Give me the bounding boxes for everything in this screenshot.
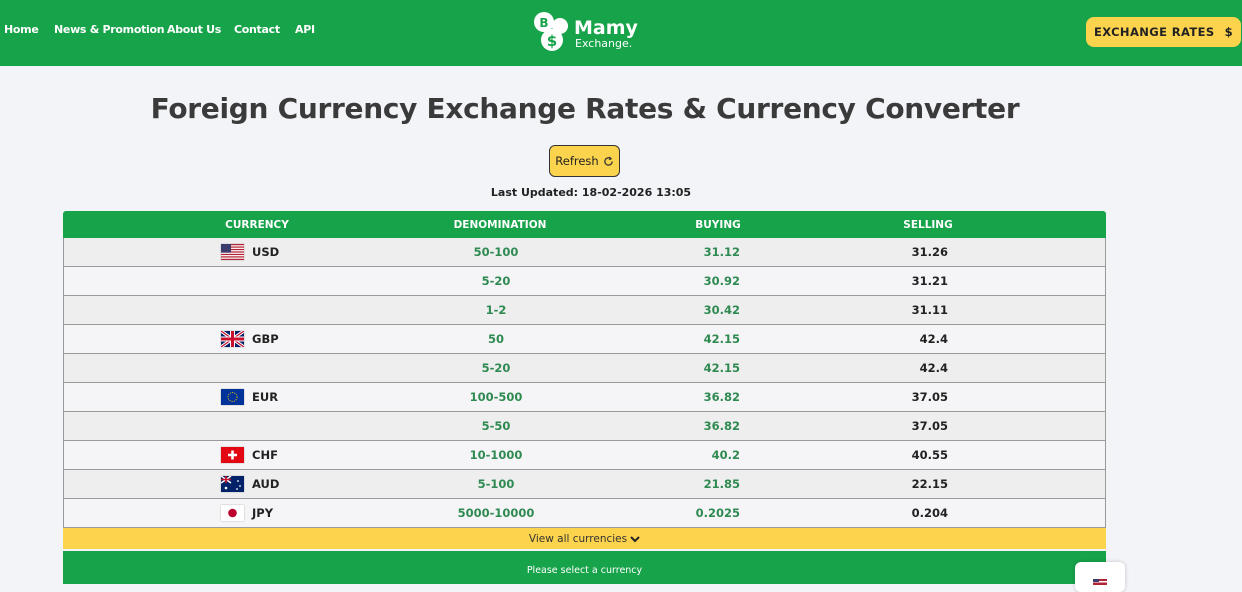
denomination: 100-500 (469, 390, 523, 404)
coin (534, 12, 554, 32)
buying-rate: 21.85 (703, 477, 740, 491)
denomination: 5-20 (481, 361, 511, 375)
selling-rate: 31.26 (911, 245, 948, 259)
flag-icon (221, 447, 244, 463)
nav-link[interactable]: Home (4, 23, 39, 36)
table-row: USD 50-100 31.12 31.26 (63, 238, 1106, 267)
table-row: CHF 10-1000 40.2 40.55 (63, 441, 1106, 470)
column-header: SELLING (903, 218, 953, 231)
table-row: AUD 5-100 21.85 22.15 (63, 470, 1106, 499)
coin-letter: B (539, 16, 548, 30)
denomination: 1-2 (485, 303, 507, 317)
selling-rate: 42.4 (919, 332, 948, 346)
selling-rate: 42.4 (919, 361, 948, 375)
flag-icon (221, 331, 244, 347)
currency-code: CHF (252, 448, 278, 462)
selling-rate: 37.05 (911, 419, 948, 433)
denomination: 5-20 (481, 274, 511, 288)
table-row: GBP 50 42.15 42.4 (63, 325, 1106, 354)
table-row: 5-20 42.15 42.4 (63, 354, 1106, 383)
buying-rate: 36.82 (703, 390, 740, 404)
currency-code: AUD (252, 477, 280, 491)
page-title: Foreign Currency Exchange Rates & Curren… (150, 92, 1020, 125)
table-row: JPY 5000-10000 0.2025 0.204 (63, 499, 1106, 528)
selling-rate: 22.15 (911, 477, 948, 491)
flag-icon (221, 244, 244, 260)
rates-table: CURRENCY DENOMINATION BUYING SELLING USD… (63, 211, 1106, 549)
buying-rate: 31.12 (703, 245, 740, 259)
coin-letter: $ (547, 32, 557, 50)
table-body: USD 50-100 31.12 31.26 5-20 30.92 31.21 1-2 30.4… (63, 238, 1106, 528)
buying-rate: 36.82 (703, 419, 740, 433)
denomination: 50-100 (473, 245, 519, 259)
denomination: 10-1000 (469, 448, 523, 462)
logo[interactable]: B $ Mamy Exchange. (532, 10, 642, 54)
buying-rate: 40.2 (711, 448, 740, 462)
currency-code: EUR (252, 390, 279, 404)
button-label: View all currencies (528, 532, 628, 545)
logo-name: Mamy (574, 17, 639, 39)
currency-code: GBP (252, 332, 279, 346)
button-label: EXCHANGE RATES (1093, 25, 1215, 39)
logo-tagline: Exchange. (575, 37, 632, 50)
currency-code: USD (252, 245, 280, 259)
selling-rate: 31.11 (911, 303, 948, 317)
selling-rate: 40.55 (911, 448, 948, 462)
nav-link[interactable]: Contact (234, 23, 280, 36)
flag-icon (221, 389, 244, 405)
coin (541, 29, 563, 51)
last-updated: Last Updated: 18-02-2026 13:05 (490, 186, 692, 199)
column-header: CURRENCY (225, 218, 289, 231)
column-header: DENOMINATION (453, 218, 547, 231)
buying-rate: 42.15 (703, 332, 740, 346)
button-icon: $ (1224, 25, 1234, 39)
currency-code: JPY (252, 506, 274, 520)
denomination: 5-50 (481, 419, 511, 433)
button-label: Refresh (555, 154, 599, 168)
table-row: 1-2 30.42 31.11 (63, 296, 1106, 325)
flag-icon (221, 476, 244, 492)
chevron-icon (630, 535, 640, 542)
view-all-button[interactable]: View all currencies (63, 528, 1106, 549)
converter-prompt: Please select a currency (526, 565, 643, 576)
nav-link[interactable]: About Us (167, 23, 221, 36)
table-row: 5-20 30.92 31.21 (63, 267, 1106, 296)
nav-link[interactable]: News & Promotion (54, 23, 165, 36)
denomination: 50 (487, 332, 505, 346)
flag-icon (221, 505, 244, 521)
selling-rate: 31.21 (911, 274, 948, 288)
flag-icon (1093, 579, 1107, 585)
table-header: CURRENCY DENOMINATION BUYING SELLING (63, 211, 1106, 238)
table-row: 5-50 36.82 37.05 (63, 412, 1106, 441)
buying-rate: 42.15 (703, 361, 740, 375)
buying-rate: 0.2025 (695, 506, 740, 520)
denomination: 5000-10000 (457, 506, 535, 520)
nav-link[interactable]: API (295, 23, 315, 36)
buying-rate: 30.92 (703, 274, 740, 288)
top-bar: Home News & Promotion About Us Contact A… (0, 0, 1242, 66)
table-row: EUR 100-500 36.82 37.05 (63, 383, 1106, 412)
refresh-button[interactable]: Refresh (549, 145, 620, 177)
denomination: 5-100 (477, 477, 515, 491)
selling-rate: 37.05 (911, 390, 948, 404)
column-header: BUYING (695, 218, 741, 231)
selling-rate: 0.204 (911, 506, 948, 520)
refresh-icon (603, 156, 613, 166)
converter-bar: Please select a currency (63, 551, 1106, 584)
exchange-rates-button[interactable]: EXCHANGE RATES $ (1086, 17, 1241, 47)
floating-widget[interactable] (1075, 562, 1125, 592)
buying-rate: 30.42 (703, 303, 740, 317)
